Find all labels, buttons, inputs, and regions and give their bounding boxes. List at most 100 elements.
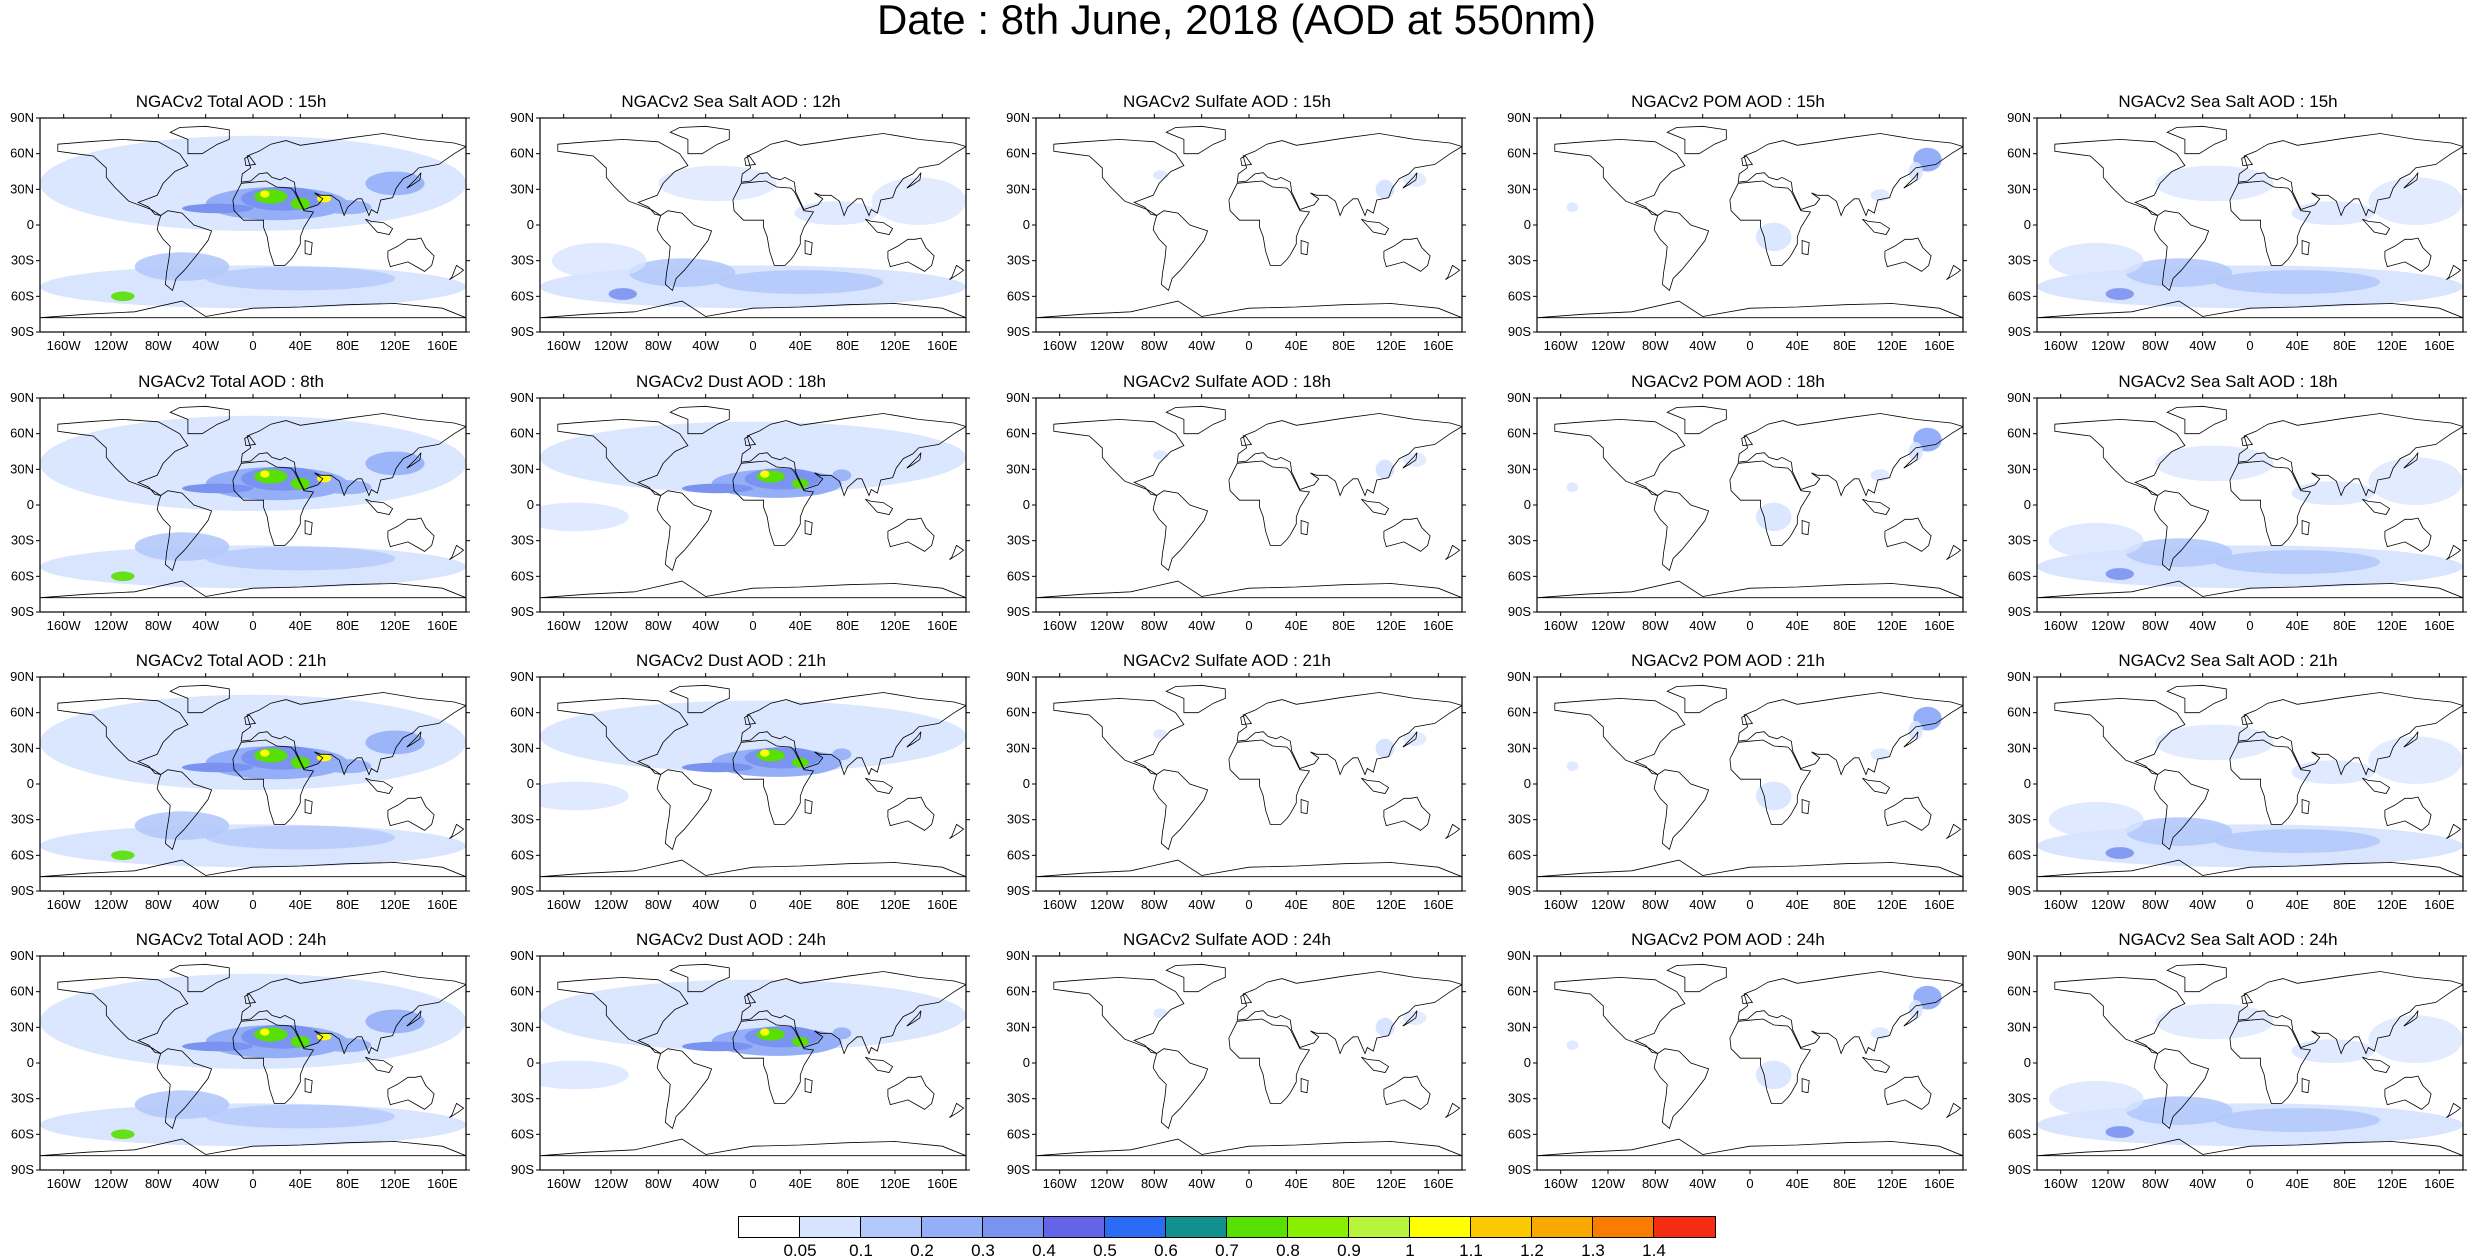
lat-tick-label: 0 — [1023, 497, 1030, 512]
lon-tick-label: 160E — [927, 618, 958, 633]
lon-tick-label: 80E — [2333, 618, 2356, 633]
panel-title: NGACv2 Sulfate AOD : 15h — [1123, 92, 1331, 111]
lat-tick-label: 60S — [1007, 568, 1030, 583]
lon-tick-label: 80E — [2333, 338, 2356, 353]
lon-tick-label: 80W — [1642, 338, 1669, 353]
panel-title: NGACv2 Dust AOD : 24h — [636, 930, 826, 949]
lon-tick-label: 40E — [1786, 618, 1809, 633]
map-panel: 90N 60N 30N 0 30S 60S 90S 160W 120W 80W 40W 0 40E 80E… — [500, 930, 970, 1192]
lon-tick-label: 80W — [1642, 618, 1669, 633]
lat-tick-label: 30N — [2007, 1019, 2031, 1034]
lat-tick-label: 0 — [2024, 217, 2031, 232]
lon-tick-label: 120W — [594, 338, 629, 353]
panel-title: NGACv2 Sea Salt AOD : 15h — [2118, 92, 2338, 111]
lon-tick-label: 120E — [1877, 1176, 1908, 1191]
lon-tick-label: 120E — [2377, 618, 2408, 633]
lat-tick-label: 90S — [511, 604, 534, 619]
lat-tick-label: 90N — [1507, 390, 1531, 405]
panel-title: NGACv2 Dust AOD : 21h — [636, 651, 826, 670]
lat-tick-label: 90S — [2008, 324, 2031, 339]
lon-tick-label: 80E — [336, 618, 359, 633]
lat-tick-label: 90N — [2007, 110, 2031, 125]
lat-tick-label: 60S — [2008, 847, 2031, 862]
lon-tick-label: 40W — [692, 1176, 719, 1191]
panel-title: NGACv2 Sulfate AOD : 24h — [1123, 930, 1331, 949]
lon-tick-label: 120E — [1877, 897, 1908, 912]
colorbar-box — [1593, 1217, 1654, 1237]
lon-tick-label: 120W — [1090, 618, 1125, 633]
lat-tick-label: 90N — [1006, 110, 1030, 125]
lat-tick-label: 60S — [511, 288, 534, 303]
panel-title: NGACv2 Dust AOD : 18h — [636, 372, 826, 391]
world-map: 90N 60N 30N 0 30S 60S 90S 160W 120W 80W 40W 0 40E 80E… — [1507, 390, 1967, 633]
lat-tick-label: 30N — [1006, 740, 1030, 755]
lon-tick-label: 160E — [927, 1176, 958, 1191]
lon-tick-label: 80W — [2142, 1176, 2169, 1191]
lon-tick-label: 0 — [2246, 338, 2253, 353]
lon-tick-label: 160E — [2424, 618, 2455, 633]
lat-tick-label: 30S — [1508, 533, 1531, 548]
lon-tick-label: 80W — [1642, 897, 1669, 912]
lon-tick-label: 0 — [249, 897, 256, 912]
world-map: 90N 60N 30N 0 30S 60S 90S 160W 120W 80W 40W 0 40E 80E… — [10, 948, 470, 1191]
lat-tick-label: 30N — [2007, 740, 2031, 755]
lon-tick-label: 0 — [2246, 1176, 2253, 1191]
lat-tick-label: 90S — [11, 1162, 34, 1177]
map-panel: 90N 60N 30N 0 30S 60S 90S 160W 120W 80W 40W 0 40E 80E… — [1997, 930, 2467, 1192]
lon-tick-label: 120W — [2091, 338, 2126, 353]
panel-title: NGACv2 POM AOD : 24h — [1631, 930, 1825, 949]
lon-tick-label: 160W — [2044, 618, 2079, 633]
lat-tick-label: 90S — [11, 324, 34, 339]
map-frame — [1035, 955, 1463, 1171]
coastlines — [2037, 963, 2463, 1157]
lon-tick-label: 80E — [336, 1176, 359, 1191]
lon-tick-label: 40W — [1188, 1176, 1215, 1191]
panel-title: NGACv2 Sulfate AOD : 21h — [1123, 651, 1331, 670]
lon-tick-label: 120E — [1376, 618, 1407, 633]
lat-tick-label: 90N — [10, 110, 34, 125]
lat-tick-label: 90N — [2007, 948, 2031, 963]
lon-tick-label: 160E — [1924, 618, 1955, 633]
aerosol-field — [540, 165, 966, 309]
world-map: 90N 60N 30N 0 30S 60S 90S 160W 120W 80W 40W 0 40E 80E… — [1006, 948, 1466, 1191]
aerosol-field — [1153, 450, 1427, 479]
coastlines — [540, 125, 966, 319]
lat-tick-label: 30N — [2007, 181, 2031, 196]
map-frame — [1536, 955, 1964, 1171]
aerosol-field — [2037, 165, 2463, 309]
lon-tick-label: 0 — [1245, 1176, 1252, 1191]
panel-title: NGACv2 Sea Salt AOD : 24h — [2118, 930, 2338, 949]
world-map: 90N 60N 30N 0 30S 60S 90S 160W 120W 80W 40W 0 40E 80E… — [2007, 390, 2467, 633]
lon-tick-label: 80W — [645, 897, 672, 912]
aerosol-field — [40, 415, 466, 589]
lon-tick-label: 0 — [1746, 338, 1753, 353]
colorbar-box — [800, 1217, 861, 1237]
aerosol-field — [1566, 147, 1942, 252]
colorbar-label: 1 — [1405, 1241, 1415, 1260]
lat-tick-label: 0 — [527, 497, 534, 512]
lat-tick-label: 60S — [1007, 288, 1030, 303]
lat-tick-label: 60N — [10, 426, 34, 441]
lat-tick-label: 0 — [2024, 497, 2031, 512]
lon-tick-label: 120W — [1090, 338, 1125, 353]
lon-tick-label: 80W — [145, 618, 172, 633]
lat-tick-label: 60N — [510, 146, 534, 161]
lon-tick-label: 80W — [645, 618, 672, 633]
aerosol-field — [540, 979, 966, 1090]
lon-tick-label: 0 — [1746, 1176, 1753, 1191]
coastlines — [1537, 125, 1963, 319]
lon-tick-label: 40E — [1285, 1176, 1308, 1191]
lon-tick-label: 0 — [749, 338, 756, 353]
lat-tick-label: 30N — [1507, 740, 1531, 755]
colorbar-box — [1044, 1217, 1105, 1237]
lon-tick-label: 0 — [2246, 618, 2253, 633]
colorbar-boxes — [738, 1216, 1716, 1238]
lat-tick-label: 0 — [27, 776, 34, 791]
lat-tick-label: 90N — [510, 948, 534, 963]
lat-tick-label: 30N — [10, 740, 34, 755]
coastlines — [1537, 684, 1963, 878]
lon-tick-label: 80E — [1332, 897, 1355, 912]
lon-tick-label: 80W — [2142, 338, 2169, 353]
lon-tick-label: 120W — [94, 618, 129, 633]
lat-tick-label: 90N — [10, 390, 34, 405]
